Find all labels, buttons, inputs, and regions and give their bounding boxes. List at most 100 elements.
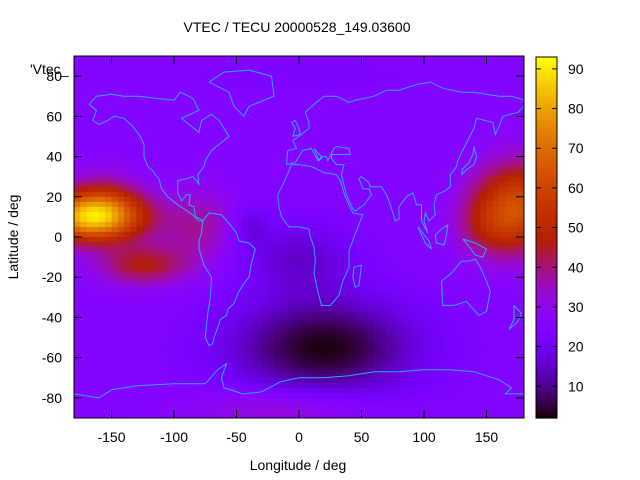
heatmap-cell bbox=[492, 387, 500, 394]
heatmap-cell bbox=[242, 156, 250, 163]
heatmap-cell bbox=[355, 91, 362, 97]
heatmap-cell bbox=[449, 287, 456, 293]
heatmap-cell bbox=[92, 257, 100, 263]
heatmap-cell bbox=[492, 151, 500, 158]
heatmap-cell bbox=[386, 362, 394, 369]
heatmap-cell bbox=[192, 267, 200, 273]
heatmap-cell bbox=[442, 277, 450, 283]
heatmap-cell bbox=[461, 171, 469, 178]
heatmap-cell bbox=[117, 387, 125, 394]
heatmap-cell bbox=[355, 56, 362, 62]
heatmap-cell bbox=[280, 96, 287, 102]
heatmap-cell bbox=[336, 201, 344, 208]
heatmap-cell bbox=[161, 121, 169, 127]
heatmap-cell bbox=[355, 76, 362, 82]
heatmap-cell bbox=[111, 141, 119, 147]
heatmap-cell bbox=[442, 252, 450, 258]
heatmap-cell bbox=[174, 216, 181, 223]
heatmap-cell bbox=[405, 231, 412, 238]
heatmap-cell bbox=[311, 267, 319, 273]
heatmap-cell bbox=[155, 56, 162, 62]
heatmap-cell bbox=[192, 191, 200, 198]
heatmap-cell bbox=[280, 86, 287, 92]
heatmap-cell bbox=[380, 126, 387, 132]
heatmap-cell bbox=[74, 121, 81, 127]
heatmap-cell bbox=[117, 262, 125, 268]
heatmap-cell bbox=[342, 372, 350, 379]
heatmap-cell bbox=[299, 377, 306, 384]
heatmap-cell bbox=[486, 327, 494, 334]
heatmap-cell bbox=[386, 377, 394, 384]
heatmap-cell bbox=[205, 382, 212, 389]
heatmap-cell bbox=[99, 186, 106, 193]
heatmap-cell bbox=[349, 292, 356, 298]
heatmap-cell bbox=[80, 262, 87, 268]
heatmap-cell bbox=[361, 332, 369, 339]
heatmap-cell bbox=[336, 342, 344, 349]
heatmap-cell bbox=[392, 181, 400, 188]
heatmap-cell bbox=[380, 226, 387, 233]
heatmap-cell bbox=[167, 71, 175, 77]
heatmap-cell bbox=[267, 206, 275, 213]
heatmap-cell bbox=[267, 322, 275, 328]
heatmap-cell bbox=[105, 121, 112, 127]
heatmap-cell bbox=[392, 116, 400, 122]
heatmap-cell bbox=[355, 171, 362, 178]
heatmap-cell bbox=[199, 136, 206, 142]
heatmap-cell bbox=[399, 61, 406, 67]
heatmap-cell bbox=[399, 317, 406, 323]
heatmap-cell bbox=[467, 71, 475, 77]
heatmap-cell bbox=[149, 101, 156, 107]
heatmap-cell bbox=[217, 362, 225, 369]
heatmap-cell bbox=[130, 206, 137, 213]
heatmap-cell bbox=[405, 196, 412, 203]
heatmap-cell bbox=[292, 211, 300, 218]
heatmap-cell bbox=[399, 257, 406, 263]
heatmap-cell bbox=[86, 352, 94, 359]
heatmap-cell bbox=[217, 292, 225, 298]
heatmap-cell bbox=[461, 136, 469, 142]
heatmap-cell bbox=[386, 101, 394, 107]
heatmap-cell bbox=[74, 216, 81, 223]
heatmap-cell bbox=[405, 116, 412, 122]
heatmap-cell bbox=[292, 106, 300, 112]
heatmap-cell bbox=[424, 392, 431, 399]
heatmap-cell bbox=[161, 357, 169, 364]
heatmap-cell bbox=[342, 252, 350, 258]
heatmap-cell bbox=[330, 181, 337, 188]
heatmap-cell bbox=[242, 352, 250, 359]
heatmap-cell bbox=[399, 242, 406, 248]
heatmap-cell bbox=[449, 61, 456, 67]
heatmap-cell bbox=[305, 221, 312, 228]
heatmap-cell bbox=[361, 337, 369, 344]
heatmap-cell bbox=[474, 56, 481, 62]
heatmap-cell bbox=[236, 56, 244, 62]
heatmap-cell bbox=[311, 186, 319, 193]
heatmap-cell bbox=[411, 247, 419, 253]
heatmap-cell bbox=[186, 262, 194, 268]
heatmap-cell bbox=[267, 161, 275, 168]
heatmap-cell bbox=[361, 101, 369, 107]
heatmap-cell bbox=[155, 91, 162, 97]
heatmap-cell bbox=[486, 347, 494, 354]
heatmap-cell bbox=[236, 257, 244, 263]
heatmap-cell bbox=[99, 226, 106, 233]
heatmap-cell bbox=[336, 347, 344, 354]
heatmap-cell bbox=[349, 71, 356, 77]
heatmap-cell bbox=[249, 272, 256, 278]
heatmap-cell bbox=[417, 332, 425, 339]
heatmap-cell bbox=[261, 181, 269, 188]
heatmap-cell bbox=[80, 171, 87, 178]
heatmap-cell bbox=[236, 186, 244, 193]
heatmap-cell bbox=[167, 161, 175, 168]
heatmap-cell bbox=[505, 302, 512, 308]
heatmap-cell bbox=[305, 397, 312, 404]
heatmap-cell bbox=[349, 287, 356, 293]
heatmap-cell bbox=[280, 181, 287, 188]
heatmap-cell bbox=[511, 272, 519, 278]
heatmap-cell bbox=[361, 96, 369, 102]
heatmap-cell bbox=[180, 76, 187, 82]
heatmap-cell bbox=[92, 191, 100, 198]
heatmap-cell bbox=[261, 327, 269, 334]
heatmap-cell bbox=[74, 292, 81, 298]
